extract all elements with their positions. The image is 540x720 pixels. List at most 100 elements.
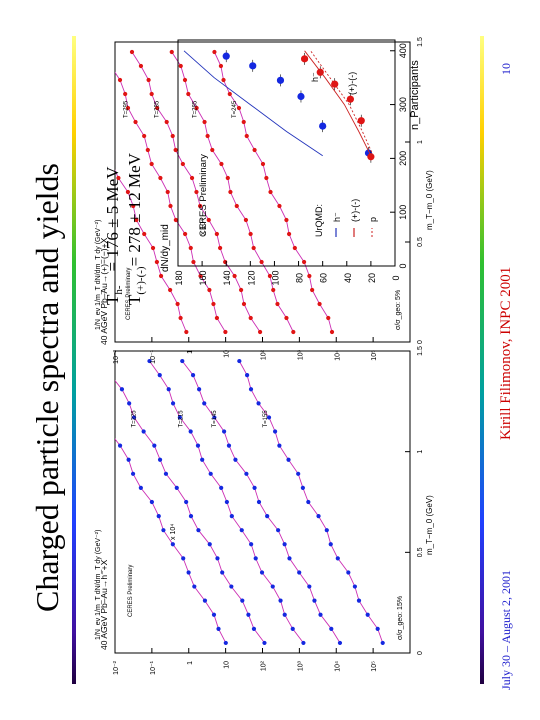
chart-b-data-point bbox=[284, 217, 289, 223]
chart-a-data-point bbox=[195, 443, 201, 448]
chart-b-annotation-scale: x 10⁴ bbox=[200, 219, 207, 235]
chart-a-data-point bbox=[337, 640, 343, 646]
chart-c-xtick-label: 300 bbox=[398, 97, 408, 112]
chart-b-data-point bbox=[149, 91, 154, 97]
chart-net-spectra: 40 AGeV Pb–Au→(+)−(−)+X CERES Preliminar… bbox=[63, 37, 434, 364]
chart-a-ytick-label: 10 bbox=[224, 661, 231, 669]
chart-a-data-point bbox=[147, 358, 152, 364]
chart-a-data-point bbox=[184, 499, 189, 505]
chart-b-xlabel: m_T−m_0 (GeV) bbox=[425, 170, 434, 230]
t-pm-subscript: (+)-(-) bbox=[135, 266, 147, 295]
chart-b-data-point bbox=[236, 105, 242, 111]
chart-a-ytick-label: 10² bbox=[261, 660, 268, 671]
chart-c-ytick-label: 60 bbox=[319, 273, 329, 283]
chart-c-model-line bbox=[183, 50, 323, 157]
chart-a-data-point bbox=[157, 373, 162, 378]
chart-a-data-point bbox=[356, 598, 362, 603]
chart-a-data-point bbox=[253, 556, 258, 561]
chart-a-data-point bbox=[107, 429, 111, 433]
chart-c-xtick-label: 200 bbox=[398, 151, 408, 166]
chart-a-data-point bbox=[296, 471, 301, 476]
chart-c-legend: UrQMD: h⁻ (+)-(-) p bbox=[314, 199, 378, 237]
chart-a-data-point bbox=[256, 401, 261, 406]
t-hminus-subscript: h- bbox=[113, 285, 125, 295]
chart-a-data-point bbox=[233, 457, 238, 462]
chart-a-annotation-centrality: σ/σ_geo: 15% bbox=[397, 596, 404, 640]
chart-c-xlabel: n_Participants bbox=[409, 60, 421, 130]
chart-a-xtick-label: 0 bbox=[417, 651, 424, 655]
chart-a-data-point bbox=[239, 528, 244, 533]
chart-a-data-point bbox=[202, 598, 208, 603]
chart-a-data-point bbox=[96, 401, 100, 405]
chart-b-data-point bbox=[178, 63, 183, 69]
chart-b-data-point bbox=[214, 315, 220, 321]
chart-b-data-point bbox=[142, 133, 147, 139]
chart-a-data-point bbox=[252, 485, 257, 491]
chart-b-data-point bbox=[125, 189, 131, 195]
chart-a-data-point bbox=[211, 612, 217, 617]
chart-b-data-point bbox=[134, 217, 139, 223]
chart-a-data-point bbox=[262, 640, 267, 646]
chart-b-ytick-label: 10⁻¹ bbox=[150, 349, 157, 363]
chart-b-data-point bbox=[210, 147, 215, 153]
chart-b-data-point bbox=[310, 287, 315, 293]
chart-c-ylabel: dN/dy_mid bbox=[160, 224, 171, 272]
chart-a-data-point bbox=[237, 358, 242, 364]
chart-a-data-point bbox=[177, 415, 182, 420]
chart-a-ytick-label: 1 bbox=[187, 661, 194, 665]
chart-a-data-point bbox=[380, 640, 385, 646]
chart-a-data-point bbox=[297, 570, 302, 575]
chart-b-data-point bbox=[63, 50, 67, 54]
plot-frame-c bbox=[177, 39, 396, 267]
chart-b-ytick-label: 10⁻² bbox=[113, 349, 120, 363]
chart-dndy-vs-npart: CERES Preliminary dN/dy_mid n_Participan… bbox=[160, 39, 421, 286]
chart-b-data-point bbox=[198, 273, 203, 279]
chart-b-data-point bbox=[218, 245, 223, 251]
chart-b-data-point bbox=[232, 273, 237, 279]
plot-frame-a bbox=[114, 350, 411, 654]
chart-b-data-point bbox=[154, 259, 159, 265]
chart-c-ytick-label: 0 bbox=[391, 275, 401, 280]
chart-a-data-point bbox=[149, 499, 154, 505]
chart-a-data-point bbox=[170, 401, 176, 406]
chart-a-data-point bbox=[220, 570, 225, 575]
chart-a-data-point bbox=[277, 443, 282, 448]
chart-a-data-point bbox=[352, 584, 357, 589]
footer-date: July 30 – August 2, 2001 bbox=[499, 570, 513, 690]
chart-b-data-point bbox=[292, 245, 297, 251]
chart-a-data-point bbox=[216, 626, 221, 631]
chart-b-data-point bbox=[275, 301, 280, 307]
chart-b-data-point bbox=[212, 49, 217, 55]
chart-b-data-point bbox=[207, 287, 212, 293]
chart-b-data-point bbox=[228, 189, 233, 195]
chart-a-data-point bbox=[270, 584, 275, 589]
chart-c-ticks: 0 20 40 60 80 100 120 140 160 180 0 100 200 300 400 bbox=[174, 43, 408, 285]
legend-label-net: (+)-(-) bbox=[350, 199, 360, 222]
chart-a-data-point bbox=[328, 542, 333, 547]
chart-a-series-label: T=155 bbox=[263, 410, 269, 428]
chart-a-data-point bbox=[219, 485, 224, 491]
chart-b-data-point bbox=[248, 231, 253, 237]
chart-a-data-point bbox=[312, 598, 317, 603]
chart-b-ylabel: 1/N_ev 1/m_T dN/dm_T dy (GeV⁻²) bbox=[95, 220, 102, 330]
chart-a-ticks: 10⁻² 10⁻¹ 1 10 10² 10³ 10⁴ 10⁵ 0 0.5 1 1.5 bbox=[113, 346, 424, 675]
chart-a-data-point bbox=[329, 626, 334, 631]
chart-c-data-point bbox=[319, 122, 327, 130]
chart-b-data-point bbox=[117, 77, 123, 83]
chart-b-data-point bbox=[184, 329, 189, 335]
chart-a-data-point bbox=[224, 499, 229, 505]
chart-a-data-point bbox=[346, 570, 351, 575]
chart-b-ytick-label: 1 bbox=[187, 350, 194, 354]
chart-b-data-point bbox=[206, 217, 211, 223]
chart-c-ytick-label: 160 bbox=[198, 270, 208, 285]
chart-b-data-point bbox=[165, 189, 170, 195]
chart-a-ytick-label: 10³ bbox=[297, 660, 304, 671]
chart-b-data-point bbox=[227, 91, 232, 97]
chart-b-data-point bbox=[259, 259, 264, 265]
chart-b-ytick-label: 10² bbox=[261, 349, 268, 360]
chart-a-data-point bbox=[126, 457, 131, 462]
chart-c-xtick-label: 0 bbox=[398, 263, 408, 268]
chart-a-ytick-label: 10⁻² bbox=[113, 660, 120, 674]
chart-b-data-point bbox=[218, 63, 224, 69]
chart-a-data-point bbox=[265, 513, 270, 519]
